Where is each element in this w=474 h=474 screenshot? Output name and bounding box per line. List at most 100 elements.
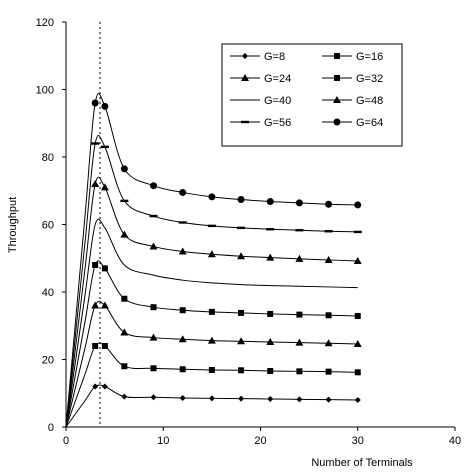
legend-swatch-marker	[333, 118, 341, 126]
data-point	[296, 368, 303, 375]
data-point	[267, 310, 274, 317]
data-point	[207, 224, 216, 228]
legend-swatch-marker	[334, 53, 340, 59]
y-tick-label: 40	[42, 287, 54, 299]
data-point	[324, 230, 333, 233]
data-point	[296, 311, 303, 318]
data-point	[120, 230, 129, 238]
data-point	[208, 193, 216, 201]
data-point	[150, 304, 157, 311]
y-axis-label: Throughput	[7, 197, 19, 253]
data-point	[295, 199, 303, 207]
data-point	[207, 250, 216, 258]
y-tick-label: 20	[42, 355, 54, 367]
legend-item: G=32	[322, 73, 383, 85]
data-point	[120, 165, 128, 173]
series-1	[65, 342, 361, 428]
y-tick-label: 0	[48, 422, 54, 434]
data-point	[324, 255, 333, 263]
legend-label: G=56	[264, 117, 291, 129]
data-point	[354, 312, 361, 319]
series-line	[65, 342, 358, 428]
data-point	[354, 369, 361, 376]
data-point	[267, 395, 274, 402]
data-point	[353, 339, 362, 347]
series-line	[65, 260, 358, 428]
data-point	[266, 337, 275, 345]
data-point	[91, 99, 99, 107]
legend-swatch-marker	[242, 53, 248, 59]
legend-swatch-marker	[334, 75, 340, 81]
legend-swatch-marker	[333, 96, 341, 103]
data-point	[238, 309, 245, 316]
y-tick-label: 120	[36, 17, 54, 29]
data-point	[296, 396, 303, 403]
data-point	[325, 200, 333, 208]
series-0	[65, 383, 361, 428]
x-tick-label: 0	[63, 435, 69, 447]
x-axis-label: Number of Terminals	[311, 457, 413, 469]
series-5	[65, 176, 362, 428]
y-tick-label: 100	[36, 85, 54, 97]
data-point	[237, 196, 245, 204]
data-point	[91, 142, 100, 145]
ticks: 0 20 40 60 80 100 120 0 10 20 30 40	[36, 17, 461, 447]
data-point	[295, 254, 304, 262]
data-point	[267, 367, 274, 374]
series-6	[65, 134, 362, 428]
x-tick-label: 20	[254, 435, 266, 447]
data-point	[353, 256, 362, 264]
data-point	[238, 395, 245, 402]
x-tick-label: 30	[352, 435, 364, 447]
data-point	[120, 199, 129, 203]
data-point	[237, 252, 246, 260]
series-line	[65, 384, 358, 428]
data-point	[100, 301, 109, 309]
y-tick-label: 80	[42, 152, 54, 164]
series-line	[65, 300, 358, 428]
legend: G=8 G=16 G=24 G=32 G=40 G=48 G=56 G=64	[221, 43, 403, 147]
data-point	[121, 295, 128, 302]
data-point	[266, 228, 275, 231]
legend-label: G=48	[356, 95, 383, 107]
data-point	[178, 335, 187, 343]
data-point	[178, 221, 187, 224]
data-point	[150, 394, 157, 401]
data-point	[179, 366, 186, 373]
series-4	[65, 218, 358, 428]
legend-label: G=64	[356, 117, 383, 129]
legend-item: G=16	[322, 51, 383, 63]
series-7	[65, 93, 362, 428]
data-point	[179, 307, 186, 314]
legend-box	[221, 43, 403, 147]
data-point	[325, 368, 332, 375]
series-line	[65, 176, 358, 428]
legend-label: G=40	[264, 95, 291, 107]
y-tick-label: 60	[42, 220, 54, 232]
data-point	[101, 383, 108, 390]
data-point	[101, 343, 108, 349]
data-point	[101, 102, 109, 110]
data-point	[208, 308, 215, 315]
data-point	[121, 363, 128, 370]
data-point	[150, 182, 158, 190]
data-point	[179, 394, 186, 401]
data-point	[92, 383, 99, 390]
legend-item: G=64	[322, 117, 383, 129]
legend-item: G=8	[230, 51, 285, 63]
data-point	[208, 395, 215, 402]
series-line	[65, 134, 358, 428]
data-point	[100, 183, 109, 191]
data-point	[207, 336, 216, 344]
data-point	[238, 367, 245, 374]
data-point	[100, 145, 109, 149]
legend-swatch-marker	[241, 74, 249, 81]
data-point	[179, 188, 187, 196]
legend-item: G=48	[322, 95, 383, 107]
legend-label: G=32	[356, 73, 383, 85]
data-point	[92, 262, 99, 268]
legend-label: G=24	[264, 73, 291, 85]
data-point	[92, 343, 99, 349]
data-point	[354, 201, 362, 209]
